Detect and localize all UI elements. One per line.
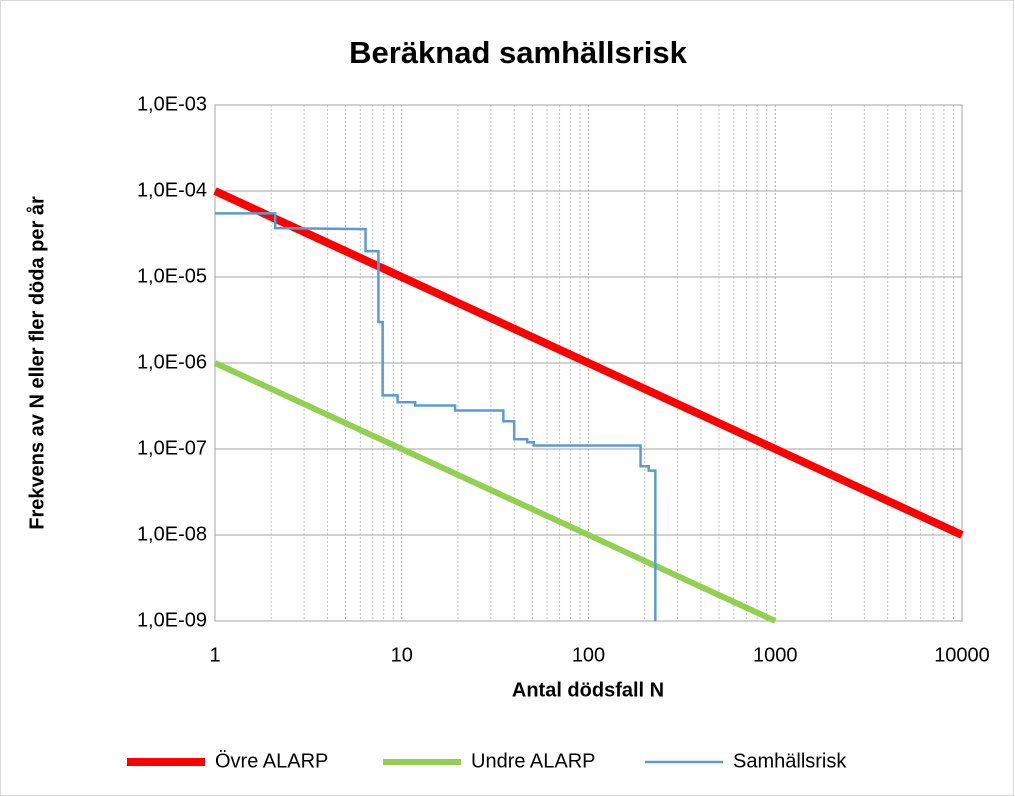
y-tick-label: 1,0E-05 xyxy=(137,265,207,287)
legend-label: Samhällsrisk xyxy=(733,750,847,772)
y-tick-label: 1,0E-04 xyxy=(137,179,207,201)
y-tick-label: 1,0E-09 xyxy=(137,609,207,631)
x-tick-label: 10000 xyxy=(934,644,990,666)
series-line xyxy=(215,212,657,621)
y-tick-label: 1,0E-06 xyxy=(137,351,207,373)
x-tick-label: 10 xyxy=(391,644,413,666)
y-tick-label: 1,0E-03 xyxy=(137,93,207,115)
legend-label: Undre ALARP xyxy=(471,750,596,772)
legend-label: Övre ALARP xyxy=(215,750,328,772)
y-tick-label: 1,0E-07 xyxy=(137,437,207,459)
chart-title: Beräknad samhällsrisk xyxy=(349,35,688,70)
x-axis-label: Antal dödsfall N xyxy=(512,679,664,701)
y-axis-label: Frekvens av N eller fler döda per år xyxy=(25,196,48,530)
x-tick-label: 1 xyxy=(209,644,220,666)
series-line xyxy=(213,187,964,539)
y-tick-label: 1,0E-08 xyxy=(137,523,207,545)
series-line xyxy=(213,360,777,624)
x-tick-label: 1000 xyxy=(753,644,798,666)
x-tick-label: 100 xyxy=(572,644,605,666)
